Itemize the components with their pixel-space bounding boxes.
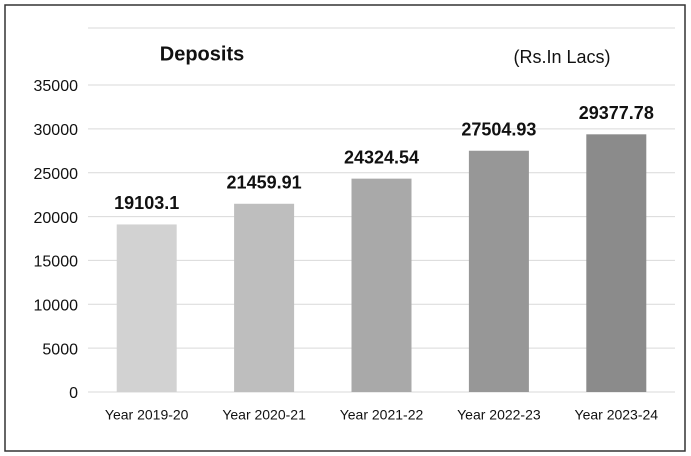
- chart-frame: [4, 4, 686, 452]
- y-tick-label: 35000: [34, 78, 79, 95]
- chart-title: Deposits: [160, 43, 244, 65]
- y-tick-label: 10000: [34, 298, 79, 315]
- value-label: 24324.54: [344, 147, 419, 167]
- value-label: 29377.78: [579, 103, 654, 123]
- bar: [116, 224, 177, 392]
- y-tick-label: 20000: [34, 210, 79, 227]
- value-label: 21459.91: [227, 173, 302, 193]
- chart-subtitle: (Rs.In Lacs): [513, 47, 610, 67]
- y-tick-label: 15000: [34, 254, 79, 271]
- x-tick-label: Year 2021-22: [340, 407, 424, 423]
- bar: [586, 134, 647, 393]
- bar: [468, 150, 529, 392]
- x-tick-label: Year 2022-23: [457, 407, 541, 423]
- y-tick-label: 0: [69, 385, 78, 402]
- bar: [351, 178, 412, 392]
- y-tick-label: 30000: [34, 122, 79, 139]
- x-tick-label: Year 2023-24: [575, 407, 659, 423]
- value-label: 19103.1: [114, 193, 179, 213]
- x-tick-label: Year 2019-20: [105, 407, 189, 423]
- x-tick-label: Year 2020-21: [222, 407, 306, 423]
- y-tick-label: 25000: [34, 166, 79, 183]
- value-label: 27504.93: [461, 119, 536, 139]
- bar: [234, 203, 295, 392]
- y-tick-label: 5000: [42, 341, 78, 358]
